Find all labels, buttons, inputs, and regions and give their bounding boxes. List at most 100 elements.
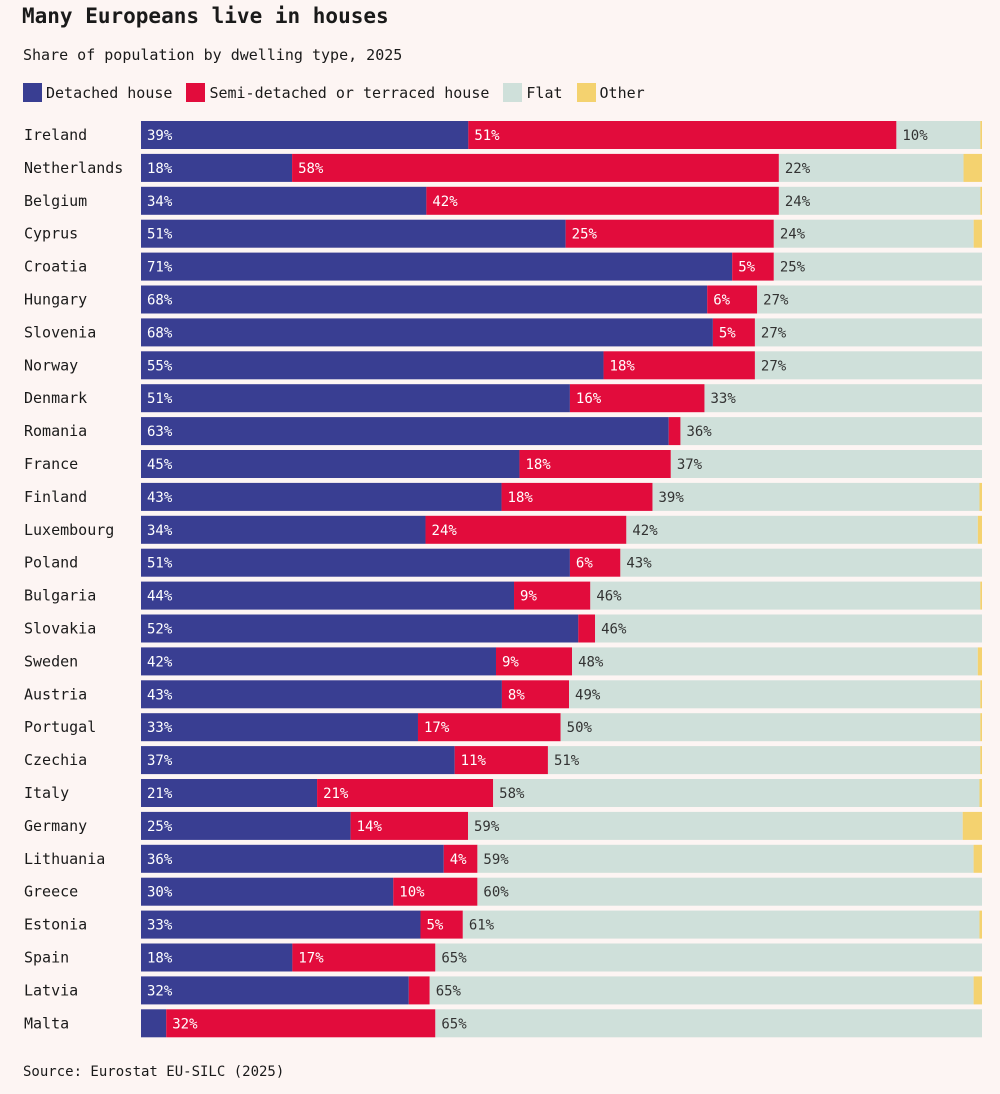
data-label-semi-detached-lithuania: 4% (450, 852, 467, 868)
bar-segment-semi-detached-germany (350, 811, 469, 840)
category-label-czechia: Czechia (24, 751, 87, 769)
data-label-semi-detached-croatia: 5% (738, 260, 755, 276)
bar-segment-semi-detached-bulgaria (514, 581, 591, 610)
data-label-semi-detached-netherlands: 58% (298, 161, 324, 177)
data-label-flat-croatia: 25% (780, 260, 806, 276)
bar-row-latvia: Latvia 32% 65% (24, 976, 982, 1005)
bar-segment-detached-netherlands (141, 153, 293, 182)
bar-segment-detached-czechia (141, 746, 455, 775)
category-label-austria: Austria (24, 685, 87, 703)
data-label-detached-romania: 63% (147, 424, 173, 440)
data-label-detached-hungary: 68% (147, 293, 173, 309)
bar-row-czechia: Czechia 37% 11% 51% (24, 746, 982, 775)
bar-row-bulgaria: Bulgaria 44% 9% 46% (24, 581, 982, 610)
data-label-semi-detached-hungary: 6% (713, 293, 730, 309)
legend-item-detached: Detached house (23, 83, 172, 102)
bar-segment-flat-sweden (572, 647, 978, 676)
data-label-detached-spain: 18% (147, 951, 173, 967)
bar-segment-semi-detached-luxembourg (425, 515, 627, 544)
category-label-croatia: Croatia (24, 258, 87, 276)
bar-segment-flat-germany (468, 811, 963, 840)
bar-segment-flat-belgium (778, 186, 981, 215)
data-label-flat-luxembourg: 42% (632, 523, 658, 539)
bar-segment-semi-detached-ireland (468, 121, 897, 149)
bar-segment-detached-luxembourg (141, 515, 426, 544)
bar-segment-flat-czechia (547, 746, 981, 775)
data-label-flat-malta: 65% (441, 1016, 467, 1032)
data-label-flat-greece: 60% (483, 885, 509, 901)
bar-segment-other-germany (962, 811, 982, 840)
bar-segment-semi-detached-poland (569, 548, 621, 577)
bar-segment-other-lithuania (973, 844, 982, 873)
bar-segment-semi-detached-lithuania (443, 844, 478, 873)
legend-swatch-semi-detached (186, 83, 206, 102)
category-label-italy: Italy (24, 784, 69, 802)
bar-segment-flat-norway (754, 351, 982, 380)
data-label-detached-austria: 43% (147, 687, 173, 703)
bar-segment-semi-detached-denmark (569, 384, 705, 413)
bar-row-denmark: Denmark 51% 16% 33% (24, 384, 982, 413)
bar-segment-semi-detached-belgium (426, 186, 779, 215)
bar-segment-other-finland (979, 482, 982, 511)
bar-segment-semi-detached-norway (603, 351, 755, 380)
category-label-romania: Romania (24, 422, 87, 440)
bar-segment-other-netherlands (963, 153, 982, 182)
bar-segment-detached-estonia (141, 910, 421, 939)
bar-segment-detached-ireland (141, 121, 469, 149)
data-label-semi-detached-denmark: 16% (576, 391, 602, 407)
bar-segment-detached-malta (141, 1009, 167, 1038)
data-label-flat-france: 37% (677, 457, 703, 473)
bar-segment-semi-detached-greece (393, 877, 478, 906)
bar-segment-detached-greece (141, 877, 394, 906)
category-label-ireland: Ireland (24, 126, 87, 144)
bar-row-cyprus: Cyprus 51% 25% 24% (24, 219, 982, 248)
bar-row-slovakia: Slovakia 52% 46% (24, 614, 982, 643)
bar-segment-detached-poland (141, 548, 570, 577)
data-label-flat-finland: 39% (658, 490, 684, 506)
bar-segment-other-austria (980, 680, 982, 709)
category-label-sweden: Sweden (24, 652, 78, 670)
bar-segment-semi-detached-estonia (420, 910, 463, 939)
bar-row-hungary: Hungary 68% 6% 27% (24, 285, 982, 314)
category-label-france: France (24, 455, 78, 473)
bar-segment-semi-detached-cyprus (565, 219, 774, 248)
bar-row-germany: Germany 25% 14% 59% (24, 811, 982, 840)
bar-segment-semi-detached-romania (668, 417, 681, 446)
bar-segment-flat-slovenia (754, 318, 982, 347)
bar-segment-flat-greece (477, 877, 982, 906)
bar-row-croatia: Croatia 71% 5% 25% (24, 252, 982, 281)
data-label-flat-romania: 36% (686, 424, 712, 440)
bar-segment-other-bulgaria (980, 581, 982, 610)
bar-segment-flat-hungary (757, 285, 982, 314)
data-label-flat-czechia: 51% (554, 753, 580, 769)
bar-segment-detached-finland (141, 482, 502, 511)
data-label-detached-finland: 43% (147, 490, 173, 506)
bar-segment-detached-germany (141, 811, 351, 840)
bar-segment-detached-bulgaria (141, 581, 515, 610)
legend-swatch-flat (503, 83, 523, 102)
data-label-flat-portugal: 50% (567, 720, 593, 736)
data-label-flat-slovenia: 27% (761, 325, 787, 341)
category-label-estonia: Estonia (24, 916, 87, 934)
data-label-flat-slovakia: 46% (601, 622, 627, 638)
data-label-semi-detached-finland: 18% (508, 490, 534, 506)
data-label-flat-estonia: 61% (469, 918, 495, 934)
data-label-flat-austria: 49% (575, 687, 601, 703)
bar-segment-semi-detached-slovakia (578, 614, 596, 643)
bar-row-slovenia: Slovenia 68% 5% 27% (24, 318, 982, 347)
legend-label-other: Other (599, 83, 645, 102)
bar-row-romania: Romania 63% 36% (24, 417, 982, 446)
bar-row-norway: Norway 55% 18% 27% (24, 351, 982, 380)
bar-segment-other-italy (979, 779, 982, 807)
data-label-semi-detached-france: 18% (525, 457, 551, 473)
category-label-slovenia: Slovenia (24, 323, 96, 341)
bar-segment-other-latvia (973, 976, 982, 1005)
bar-segment-detached-austria (141, 680, 502, 709)
bar-segment-semi-detached-slovenia (712, 318, 755, 347)
category-label-poland: Poland (24, 554, 78, 572)
bar-row-portugal: Portugal 33% 17% 50% (24, 713, 982, 742)
legend-label-flat: Flat (526, 83, 563, 102)
data-label-detached-slovakia: 52% (147, 622, 173, 638)
data-label-semi-detached-luxembourg: 24% (432, 523, 458, 539)
data-label-detached-bulgaria: 44% (147, 589, 173, 605)
